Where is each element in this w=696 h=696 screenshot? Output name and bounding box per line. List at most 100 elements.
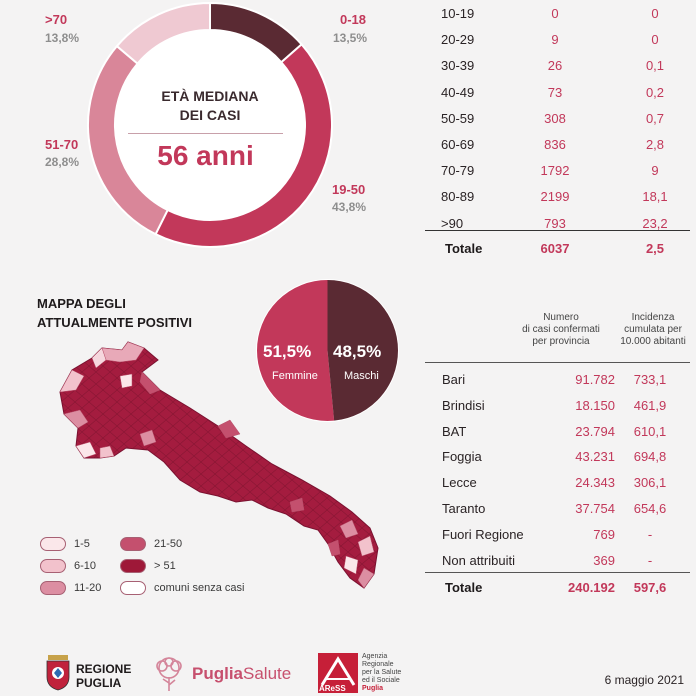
province-cases: 769 — [593, 526, 615, 542]
female-label: Femmine — [272, 370, 318, 382]
map-title: MAPPA DEGLI ATTUALMENTE POSITIVI — [37, 294, 192, 332]
province-head-cases: Numero di casi confermati per provincia — [517, 312, 605, 348]
age-total-label: Totale — [445, 241, 483, 256]
aress-text: Agenzia Regionale per la Salute ed il So… — [362, 653, 401, 693]
male-label: Maschi — [344, 370, 379, 382]
province-cases: 43.231 — [575, 449, 615, 465]
age-deaths: 73 — [547, 84, 563, 100]
legend-label: > 51 — [154, 560, 176, 572]
donut-pct-51-70: 28,8% — [45, 155, 80, 169]
regione-puglia-wordmark: REGIONE PUGLIA — [76, 662, 131, 690]
age-total-deaths: 6037 — [540, 241, 570, 256]
donut-title-line1: ETÀ MEDIANA — [161, 88, 259, 104]
province-name: Taranto — [442, 501, 486, 516]
median-age-value: 56 anni — [157, 140, 254, 171]
age-range: 60-69 — [441, 137, 475, 152]
puglia-salute-part2: Salute — [243, 664, 292, 683]
donut-hole — [115, 30, 305, 220]
donut-pct-over70: 13,8% — [45, 31, 80, 45]
province-total-cases: 240.192 — [568, 580, 615, 595]
age-table-row: 60-69 836 2,8 — [425, 137, 690, 163]
province-cases: 23.794 — [575, 423, 615, 439]
province-name: Brindisi — [442, 397, 485, 413]
legend-label: 21-50 — [154, 538, 183, 550]
donut-label-0-18: 0-18 — [340, 12, 367, 27]
age-range: 20-29 — [441, 32, 475, 48]
province-head-incidence: Incidenza cumulata per 10.000 abitanti — [614, 312, 692, 348]
puglia-salute-tree-icon — [156, 657, 182, 691]
age-range: 80-89 — [441, 189, 475, 205]
province-incidence: 733,1 — [633, 372, 667, 387]
head-incidence-line3: 10.000 abitanti — [620, 336, 686, 347]
map-title-line2: ATTUALMENTE POSITIVI — [37, 315, 193, 330]
aress-line2: Regionale — [362, 661, 394, 668]
province-total-incidence: 597,6 — [633, 580, 667, 595]
age-range: 10-19 — [441, 6, 475, 21]
age-deaths: 26 — [547, 58, 563, 74]
province-row: BAT 23.794 610,1 — [425, 424, 690, 450]
age-rate: 0 — [651, 6, 659, 21]
province-incidence: 694,8 — [633, 449, 667, 465]
puglia-salute-wordmark: PugliaSalute — [192, 664, 291, 684]
age-rate: 0,7 — [645, 110, 665, 126]
age-table-row: 80-89 2199 18,1 — [425, 189, 690, 215]
footer: REGIONE PUGLIA PugliaSalute AReSS Agenzi… — [0, 645, 696, 696]
age-table-row: 30-39 26 0,1 — [425, 58, 690, 84]
age-rate: 9 — [651, 163, 659, 179]
aress-line5: Puglia — [362, 685, 384, 692]
donut-label-19-50: 19-50 — [332, 182, 366, 197]
province-name: BAT — [442, 423, 467, 439]
age-deaths: 9 — [551, 32, 559, 48]
province-row: Foggia 43.231 694,8 — [425, 449, 690, 475]
age-table-row: 20-29 9 0 — [425, 32, 690, 58]
province-name: Fuori Regione — [442, 526, 524, 542]
province-incidence: 461,9 — [633, 397, 667, 413]
age-donut-chart — [87, 1, 333, 248]
donut-label-over70: >70 — [45, 12, 68, 27]
aress-line3: per la Salute — [362, 669, 402, 676]
report-date: 6 maggio 2021 — [604, 673, 684, 687]
head-cases-line3: per provincia — [532, 336, 590, 347]
puglia-positives-map — [59, 341, 379, 589]
legend-label: 1-5 — [74, 538, 90, 550]
aress-name: AReSS — [319, 684, 346, 693]
age-range: 30-39 — [441, 58, 475, 74]
province-total-label: Totale — [445, 580, 483, 595]
regione-line2: PUGLIA — [76, 676, 122, 690]
map-title-line1: MAPPA DEGLI — [37, 296, 126, 311]
province-row: Non attribuiti 369 - — [425, 553, 690, 579]
age-rate: 2,8 — [645, 137, 665, 152]
legend-label: comuni senza casi — [154, 582, 245, 594]
age-table-row: 70-79 1792 9 — [425, 163, 690, 189]
province-cases: 91.782 — [575, 372, 615, 387]
province-cases: 24.343 — [575, 475, 615, 491]
province-incidence: 654,6 — [633, 501, 667, 516]
age-deaths: 836 — [544, 137, 566, 152]
age-deaths: 793 — [544, 215, 566, 231]
age-deaths: 0 — [551, 6, 559, 21]
age-table-row: 40-49 73 0,2 — [425, 85, 690, 111]
female-pct: 51,5% — [263, 342, 312, 361]
province-header-divider — [425, 362, 690, 363]
province-cases: 37.754 — [575, 501, 615, 516]
province-row: Taranto 37.754 654,6 — [425, 501, 690, 527]
age-rate: 0 — [651, 32, 659, 48]
age-table-total-divider — [425, 230, 690, 231]
head-cases-line1: Numero — [543, 312, 579, 323]
age-table-row: >90 793 23,2 — [425, 216, 690, 242]
province-name: Lecce — [442, 475, 477, 491]
gender-slice-male — [327, 279, 399, 422]
donut-label-51-70: 51-70 — [45, 137, 79, 152]
province-name: Foggia — [442, 449, 482, 465]
legend-label: 11-20 — [74, 582, 102, 594]
age-total-rate: 2,5 — [645, 241, 665, 256]
province-incidence: 306,1 — [633, 475, 667, 491]
legend-swatch — [120, 537, 146, 551]
age-deaths: 308 — [544, 110, 566, 126]
legend-swatch — [120, 581, 146, 595]
donut-divider — [128, 133, 283, 134]
legend-swatch — [40, 537, 66, 551]
legend-label: 6-10 — [74, 560, 97, 572]
province-row: Fuori Regione 769 - — [425, 527, 690, 553]
aress-line4: ed il Sociale — [362, 677, 400, 684]
